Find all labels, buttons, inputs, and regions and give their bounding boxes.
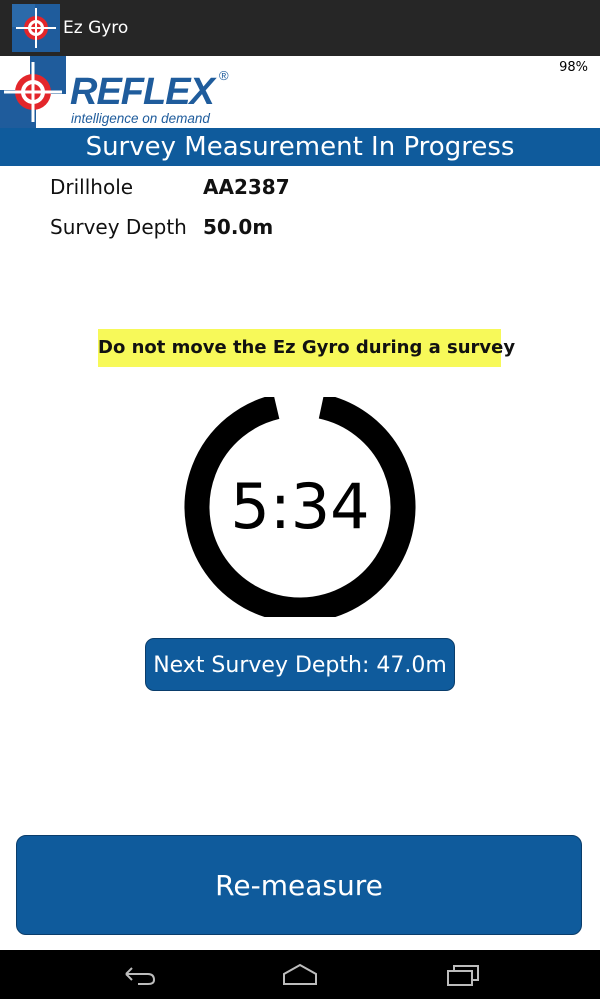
next-survey-depth-button[interactable]: Next Survey Depth: 47.0m (145, 638, 455, 691)
survey-depth-value: 50.0m (203, 215, 274, 239)
svg-text:®: ® (219, 68, 229, 83)
navigation-bar (0, 950, 600, 999)
content-area: REFLEX ® intelligence on demand 98% Surv… (0, 56, 600, 950)
drillhole-label: Drillhole (50, 175, 134, 199)
timer-countdown: 5:34 (230, 470, 370, 543)
back-icon[interactable] (118, 962, 158, 988)
svg-text:intelligence on demand: intelligence on demand (71, 111, 210, 126)
action-bar: Ez Gyro (0, 0, 600, 57)
app-title: Ez Gyro (63, 18, 129, 38)
warning-banner: Do not move the Ez Gyro during a survey (98, 329, 515, 367)
drillhole-value: AA2387 (203, 175, 290, 199)
svg-text:REFLEX: REFLEX (70, 71, 218, 113)
home-icon[interactable] (280, 962, 320, 988)
timer-progress-ring (184, 397, 416, 617)
timer-arc (184, 397, 416, 617)
recents-icon[interactable] (444, 962, 484, 988)
reflex-logo: REFLEX ® intelligence on demand (0, 56, 240, 128)
reflex-crosshair-icon[interactable] (12, 4, 60, 52)
battery-level: 98% (559, 60, 588, 75)
remeasure-button[interactable]: Re-measure (16, 835, 582, 935)
page-title: Survey Measurement In Progress (0, 128, 600, 166)
survey-depth-label: Survey Depth (50, 215, 187, 239)
